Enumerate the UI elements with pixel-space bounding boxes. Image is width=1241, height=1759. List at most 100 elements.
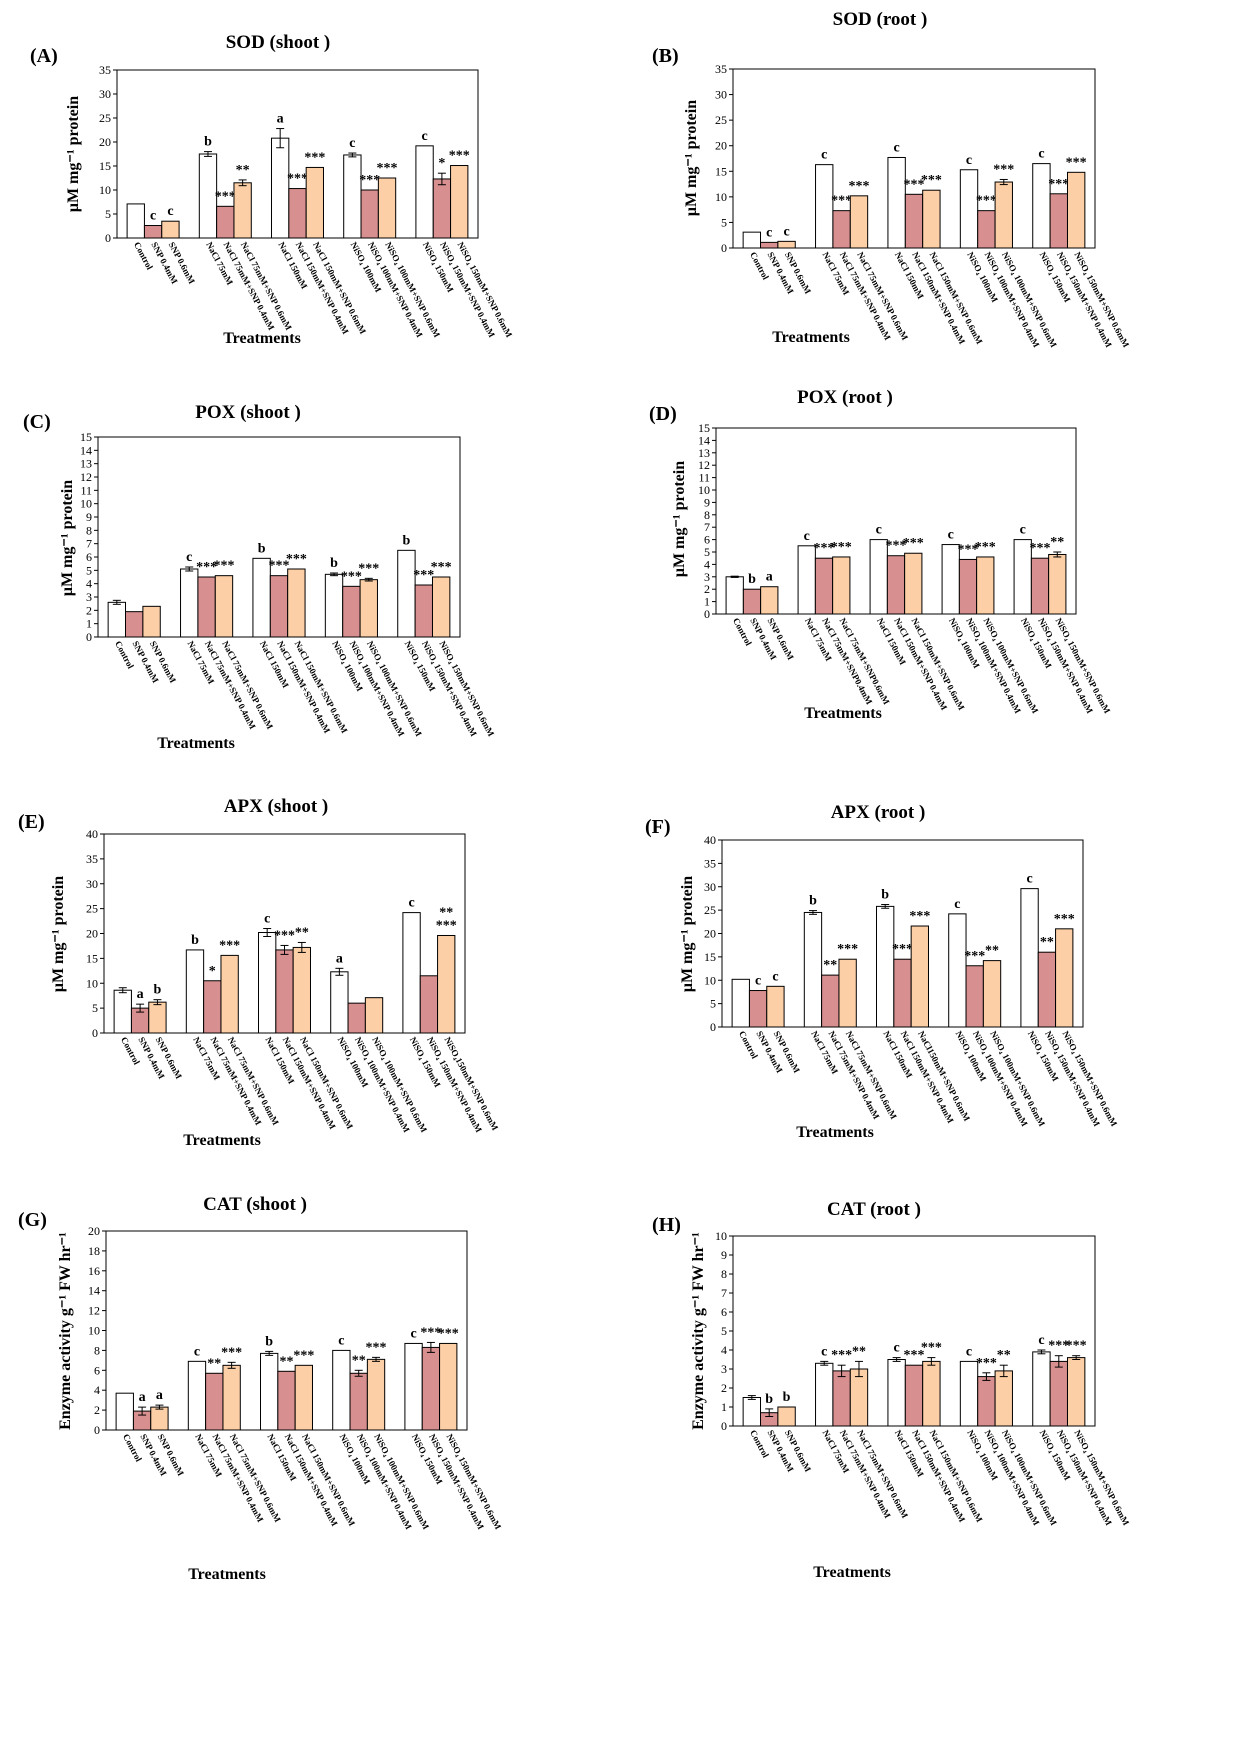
significance-label: *** [814,541,835,556]
significance-label: b [330,556,338,571]
bar [849,195,869,249]
bar [832,1370,851,1427]
y-tick-label: 0 [721,241,727,255]
panel-label: (E) [18,811,45,833]
y-tick-label: 3 [721,1362,727,1376]
significance-label: *** [975,540,996,555]
chart-title: CAT (root ) [827,1199,921,1220]
bar [330,971,349,1034]
y-tick-label: 25 [99,111,111,125]
bar [832,556,851,615]
significance-label: *** [215,189,236,204]
panel-label: (C) [23,411,51,433]
significance-label: *** [196,560,217,575]
bar [415,145,434,239]
y-tick-label: 10 [715,1229,727,1243]
bar [216,205,235,239]
bar [725,576,744,615]
y-tick-label: 2 [94,1403,100,1417]
bar [150,1406,169,1431]
significance-label: *** [904,1348,925,1363]
y-tick-label: 25 [715,113,727,127]
y-tick-label: 7 [704,520,710,534]
bar [766,985,785,1028]
bar [287,568,306,638]
significance-label: *** [304,150,325,165]
y-tick-label: 4 [94,1383,100,1397]
panel-label: (H) [652,1214,681,1236]
significance-label: c [349,136,355,151]
y-tick-label: 20 [88,1224,100,1238]
y-axis-label: μM mg⁻¹ protein [59,480,76,596]
bar [397,549,416,638]
y-tick-label: 15 [704,950,716,964]
significance-label: *** [431,560,452,575]
x-axis-label: Treatments [804,705,882,722]
significance-label: c [821,1344,827,1359]
y-tick-label: 0 [704,607,710,621]
bar [893,958,912,1028]
significance-label: *** [366,1340,387,1355]
chart-title: CAT (shoot ) [203,1194,307,1215]
y-tick-label: 1 [86,617,92,631]
bar [292,946,311,1034]
y-tick-label: 0 [94,1423,100,1437]
significance-label: *** [377,161,398,176]
bar [214,575,234,638]
bar [343,154,362,239]
significance-label: *** [341,569,362,584]
significance-label: *** [413,568,434,583]
y-tick-label: 5 [86,563,92,577]
bar [414,584,433,638]
significance-label: c [1038,147,1044,162]
bar [332,1349,351,1431]
significance-label: ** [352,1353,366,1368]
bar [277,1370,296,1431]
bar [115,1392,134,1431]
bar [107,601,127,638]
significance-label: *** [976,1356,997,1371]
significance-label: c [421,129,427,144]
significance-label: c [1026,872,1032,887]
significance-label: *** [976,194,997,209]
y-tick-label: 5 [710,997,716,1011]
chart-panel-h: CAT (root ) (H) Enzyme activity g⁻¹ FW hr⁻… [652,1199,1132,1581]
y-tick-label: 15 [80,430,92,444]
y-tick-label: 13 [698,446,710,460]
bar [760,241,779,249]
chart-title: POX (root ) [797,387,893,408]
y-tick-label: 20 [715,139,727,153]
significance-label: c [966,1344,972,1359]
bar [994,181,1013,249]
y-tick-label: 4 [704,557,710,571]
bar [222,1364,241,1431]
significance-label: ** [997,1348,1011,1363]
y-tick-label: 0 [105,231,111,245]
y-tick-label: 20 [704,927,716,941]
bar [760,586,779,615]
x-axis-label: Treatments [157,735,235,752]
bar [364,997,384,1034]
y-tick-label: 10 [698,483,710,497]
bar [959,169,979,249]
bar [439,1342,458,1431]
significance-label: *** [213,559,234,574]
y-axis-label: μM mg⁻¹ protein [50,876,67,992]
bar [904,1364,924,1427]
y-tick-label: 5 [105,207,111,221]
bar [126,203,145,239]
y-tick-label: 14 [698,433,710,447]
significance-label: *** [219,938,240,953]
significance-label: c [894,140,900,155]
y-tick-label: 8 [94,1343,100,1357]
y-tick-label: 5 [704,545,710,559]
bar [161,220,180,239]
bar [1048,553,1067,615]
significance-label: *** [892,942,913,957]
x-axis-label: Treatments [223,330,301,347]
y-tick-label: 10 [80,497,92,511]
significance-label: c [1038,1333,1044,1348]
bar [886,555,906,615]
x-axis-label: Treatments [188,1566,266,1583]
y-tick-label: 15 [715,164,727,178]
